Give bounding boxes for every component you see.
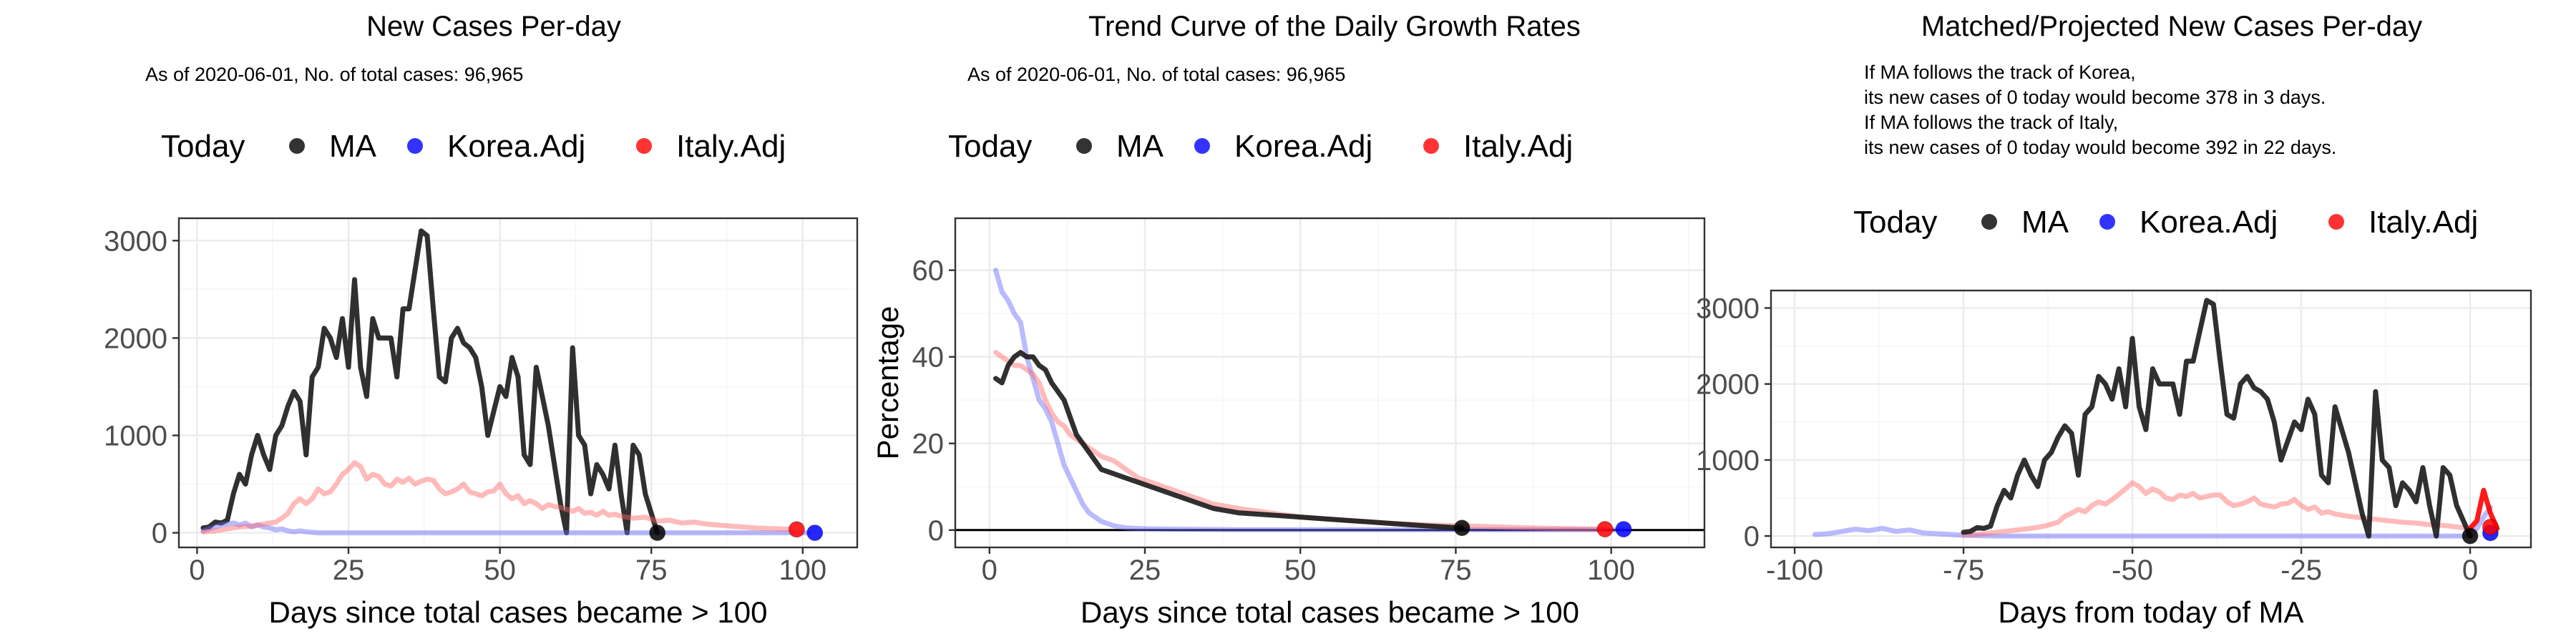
chart-subtitle: its new cases of 0 today would become 39… (1864, 137, 2336, 158)
x-tick-label: -100 (1766, 555, 1823, 586)
chart-title: New Cases Per-day (366, 11, 621, 42)
y-axis-label: Percentage (871, 306, 904, 460)
x-axis-label: Days since total cases became > 100 (1080, 595, 1579, 629)
legend-label: Italy.Adj (1463, 129, 1573, 164)
x-tick-label: 75 (635, 555, 668, 586)
legend: Today MA Korea.Adj Italy.Adj (1853, 205, 2478, 240)
x-axis-label: Days from today of MA (1998, 595, 2303, 629)
x-tick-label: 25 (1129, 555, 1161, 586)
legend-swatch-ma (289, 138, 305, 154)
today-point-italy-adj (2482, 518, 2499, 535)
legend-title: Today (1853, 205, 1937, 240)
y-tick-label: 3000 (1696, 293, 1760, 324)
legend-swatch-ma (1076, 138, 1092, 154)
chart-panel-2: Trend Curve of the Daily Growth Rates As … (871, 11, 1706, 629)
today-point-ma (2462, 527, 2479, 545)
y-tick-label: 60 (912, 255, 945, 287)
legend-label: Italy.Adj (676, 129, 786, 164)
chart-panel-1: New Cases Per-day As of 2020-06-01, No. o… (104, 11, 859, 629)
today-point-korea-adj (1615, 521, 1632, 538)
today-point-ma (649, 525, 666, 542)
legend-label: Korea.Adj (1234, 129, 1372, 164)
y-tick-label: 40 (912, 342, 945, 374)
legend-swatch-korea-adj (1194, 138, 1210, 154)
legend-label: MA (2021, 205, 2069, 240)
legend: Today MA Korea.Adj Italy.Adj (161, 129, 786, 164)
x-tick-label: -25 (2280, 555, 2322, 586)
x-tick-label: 50 (484, 555, 516, 586)
x-axis-label: Days since total cases became > 100 (269, 595, 768, 629)
series-line-italy-adj-projected- (2467, 487, 2500, 531)
x-tick-label: 0 (982, 555, 997, 586)
legend-swatch-italy-adj (2328, 214, 2344, 230)
x-tick-label: 50 (1284, 555, 1317, 586)
y-tick-label: 0 (1744, 521, 1760, 552)
legend-swatch-korea-adj (2099, 214, 2115, 230)
x-tick-label: 100 (779, 555, 826, 586)
legend-title: Today (161, 129, 245, 164)
series-line-italy-adj (1961, 480, 2473, 538)
x-tick-label: 0 (189, 555, 205, 586)
plot-frame (177, 217, 859, 549)
series-line-italy-adj (200, 460, 794, 535)
today-point-italy-adj (788, 521, 805, 538)
x-tick-label: 25 (333, 555, 365, 586)
legend-label: Korea.Adj (2140, 205, 2278, 240)
series-line-ma (993, 350, 1465, 531)
legend: Today MA Korea.Adj Italy.Adj (948, 129, 1573, 164)
y-tick-label: 0 (152, 518, 167, 550)
y-tick-label: 0 (928, 515, 944, 547)
series-group (993, 268, 1626, 532)
today-point-korea-adj (806, 525, 824, 542)
legend-label: Italy.Adj (2368, 205, 2478, 240)
series-line-ma (1961, 298, 2473, 539)
today-point-italy-adj (1596, 521, 1614, 538)
chart-subtitle: If MA follows the track of Italy, (1864, 112, 2118, 133)
chart-title: Trend Curve of the Daily Growth Rates (1088, 11, 1581, 42)
gridlines (1771, 291, 2531, 547)
plot-frame (1770, 289, 2532, 549)
series-line-korea-adj (1812, 504, 2493, 539)
chart-subtitle: As of 2020-06-01, No. of total cases: 96… (145, 64, 523, 85)
x-tick-label: -75 (1943, 555, 1984, 586)
legend-label: Korea.Adj (447, 129, 585, 164)
plot-frame (954, 217, 1706, 549)
chart-panel-3: Matched/Projected New Cases Per-day If MA… (1696, 11, 2532, 629)
legend-label: MA (329, 129, 377, 164)
x-tick-label: -50 (2112, 555, 2153, 586)
chart-title: Matched/Projected New Cases Per-day (1921, 11, 2422, 42)
series-group (1812, 298, 2500, 539)
y-tick-label: 20 (912, 429, 945, 460)
y-tick-label: 3000 (104, 225, 167, 257)
series-group (200, 228, 811, 536)
x-tick-label: 100 (1587, 555, 1635, 586)
chart-subtitle: its new cases of 0 today would become 37… (1864, 87, 2326, 108)
y-tick-label: 1000 (104, 420, 167, 452)
series-line-ma (200, 228, 660, 536)
y-tick-label: 2000 (104, 323, 167, 354)
y-tick-label: 1000 (1696, 445, 1760, 477)
x-tick-label: 0 (2462, 555, 2478, 586)
chart-subtitle: If MA follows the track of Korea, (1864, 62, 2136, 83)
legend-swatch-korea-adj (407, 138, 423, 154)
legend-title: Today (948, 129, 1032, 164)
chart-subtitle: As of 2020-06-01, No. of total cases: 96… (967, 64, 1345, 85)
y-tick-label: 2000 (1696, 369, 1760, 401)
legend-swatch-italy-adj (1423, 138, 1439, 154)
gridlines (955, 218, 1704, 547)
legend-swatch-italy-adj (636, 138, 652, 154)
legend-swatch-ma (1981, 214, 1997, 230)
today-point-ma (1453, 519, 1470, 537)
legend-label: MA (1116, 129, 1164, 164)
x-tick-label: 75 (1440, 555, 1472, 586)
series-line-korea-adj (200, 520, 811, 536)
